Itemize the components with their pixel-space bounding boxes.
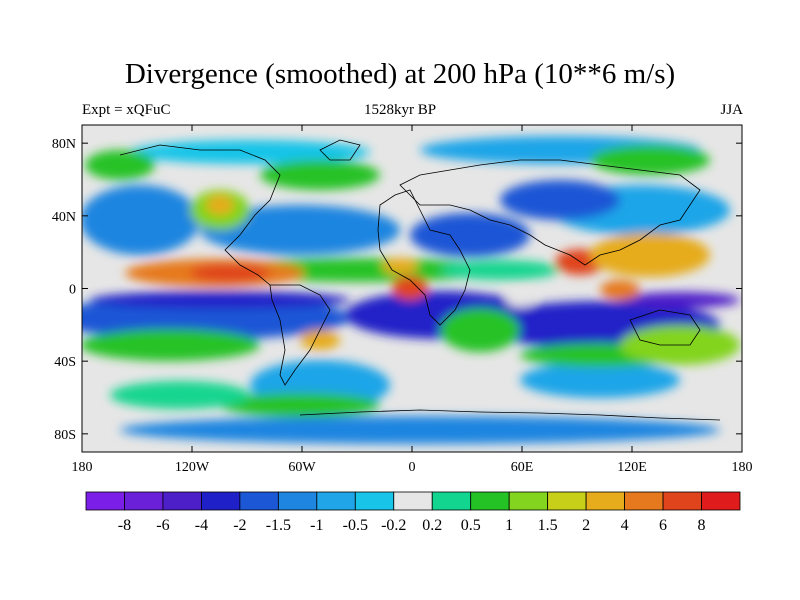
middle-east-blue	[500, 180, 620, 220]
w-africa-orange	[382, 258, 418, 274]
alaska-green	[85, 150, 155, 180]
colorbar-label: 6	[659, 517, 667, 534]
colorbar-label: 4	[621, 517, 629, 534]
colorbar-swatch	[239, 491, 279, 511]
colorbar-label: -6	[156, 517, 169, 534]
colorbar-label: -0.2	[381, 517, 406, 534]
colorbar-swatch	[316, 491, 356, 511]
season-label: JJA	[720, 102, 743, 118]
africa-coast	[377, 189, 471, 326]
colorbar-label: -8	[118, 517, 131, 534]
colorbar-swatch	[124, 491, 164, 511]
colorbar-label: -1	[310, 517, 323, 534]
sahara-convergence	[410, 213, 530, 257]
eurasia-coast	[399, 159, 701, 266]
colorbar-swatch	[508, 491, 549, 511]
n-atlantic-green	[260, 160, 380, 190]
australia-coast	[629, 309, 701, 346]
lon-label: 180	[732, 460, 753, 475]
lon-label: 180	[72, 460, 93, 475]
arctic-cyan	[130, 140, 370, 164]
experiment-label: Expt = xQFuC	[82, 102, 171, 118]
s-pacific-convergence-core	[90, 291, 350, 309]
lat-label: 40S	[54, 355, 76, 370]
colorbar-swatch	[547, 491, 587, 511]
colorbar-swatch	[354, 491, 395, 511]
antarctica-coast	[299, 409, 721, 421]
w-pacific-convergence	[620, 292, 740, 308]
lon-label: 0	[409, 460, 416, 475]
n-atlantic-blue	[200, 205, 400, 255]
ne-pacific-blue	[82, 185, 200, 255]
lon-label: 60W	[288, 460, 316, 475]
colorbar-label: -0.5	[343, 517, 368, 534]
period-label: 1528kyr BP	[363, 102, 437, 118]
colorbar-label: 2	[582, 517, 590, 534]
colorbar-label: 1	[505, 517, 513, 534]
colorbar-swatch	[162, 491, 202, 511]
colorbar-label: 8	[698, 517, 706, 534]
colorbar-swatch	[85, 491, 125, 511]
colorbar-swatch	[624, 491, 664, 511]
axis-ticks	[81, 125, 743, 452]
colorbar-swatch	[585, 491, 625, 511]
n-america-orange	[206, 195, 234, 215]
maritime-orange	[600, 280, 640, 300]
s-pacific-green	[82, 329, 260, 361]
s-pacific-teal	[110, 381, 250, 409]
colorbar-label: 0.2	[422, 517, 442, 534]
colorbar-label: 0.5	[461, 517, 481, 534]
colorbar-label: -2	[233, 517, 246, 534]
lat-label: 40N	[52, 210, 76, 225]
w-pacific-divergence	[590, 233, 710, 277]
colorbar-label: -1.5	[266, 517, 291, 534]
colorbar-swatch	[201, 491, 241, 511]
colorbar-label: 1.5	[538, 517, 558, 534]
colorbar-label: -4	[195, 517, 208, 534]
colorbar-swatch	[431, 491, 472, 511]
colorbar-swatch	[662, 491, 702, 511]
colorbar-swatch	[470, 491, 510, 511]
indian-ocean-gap	[506, 293, 534, 307]
lon-label: 120E	[617, 460, 647, 475]
central-africa-divergence	[392, 276, 428, 300]
lat-label: 0	[69, 283, 76, 298]
lon-label: 120W	[175, 460, 210, 475]
africa-teal	[440, 260, 560, 280]
plot-title: Divergence (smoothed) at 200 hPa (10**6 …	[124, 58, 676, 90]
lat-label: 80S	[54, 428, 76, 443]
colorbar-swatch	[701, 491, 741, 511]
s-indian-mid-blue	[520, 362, 680, 398]
south-america-coast	[269, 284, 331, 386]
coastlines	[119, 139, 721, 421]
greenland-coast	[319, 139, 361, 161]
s-africa-green	[440, 308, 520, 352]
s-america-orange	[300, 330, 340, 350]
north-america-coast	[119, 144, 281, 286]
siberia-green	[590, 145, 710, 175]
lon-label: 60E	[511, 460, 534, 475]
latitude-axis: 80N 40N 0 40S 80S	[52, 137, 76, 443]
e-pacific-divergence-core	[190, 264, 270, 282]
lat-label: 80N	[52, 137, 76, 152]
s-atlantic-green	[220, 393, 380, 417]
colorbar-swatch	[393, 491, 433, 511]
southern-ocean-blue	[120, 416, 720, 444]
colorbar-swatch	[277, 491, 318, 511]
divergence-field	[82, 125, 742, 452]
longitude-axis: 180 120W 60W 0 60E 120E 180	[72, 460, 753, 475]
colorbar: -8 -6 -4 -2 -1.5 -1 -0.5 -0.2 0.2 0.5 1 1.5 2 4 6 8	[85, 491, 741, 534]
